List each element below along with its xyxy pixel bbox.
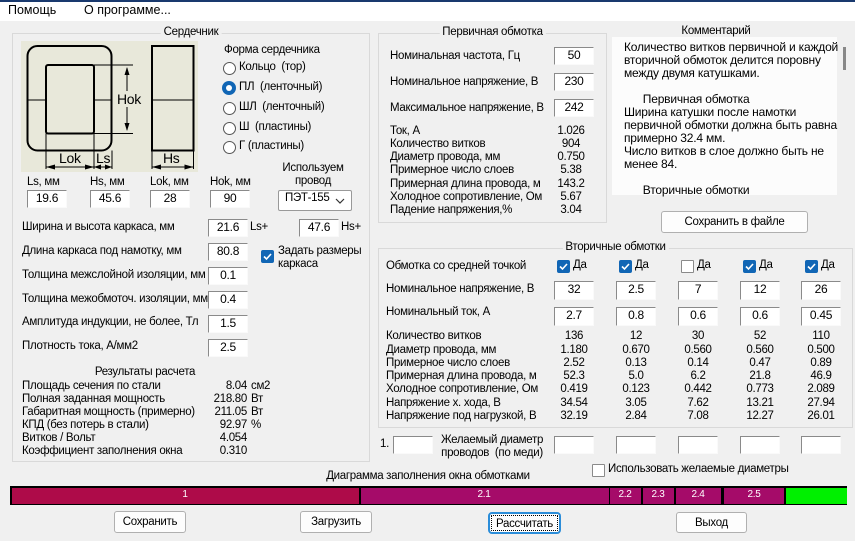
svg-text:Hs: Hs bbox=[163, 150, 180, 166]
svg-text:Lok: Lok bbox=[59, 150, 82, 166]
svg-text:Ls: Ls bbox=[96, 150, 110, 166]
svg-text:Hok: Hok bbox=[117, 91, 142, 107]
